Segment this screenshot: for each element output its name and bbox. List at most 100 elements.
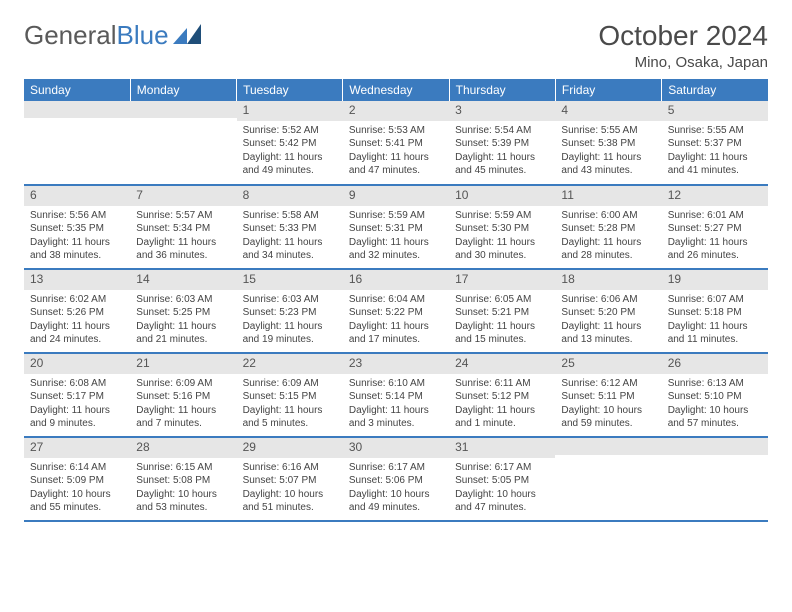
day-header: Thursday	[449, 79, 555, 101]
day-info: Sunrise: 6:08 AMSunset: 5:17 PMDaylight:…	[24, 374, 130, 435]
calendar-cell: 25Sunrise: 6:12 AMSunset: 5:11 PMDayligh…	[555, 353, 661, 437]
calendar-cell: 26Sunrise: 6:13 AMSunset: 5:10 PMDayligh…	[662, 353, 768, 437]
location: Mino, Osaka, Japan	[598, 54, 768, 71]
day-header: Saturday	[662, 79, 768, 101]
day-number: 6	[24, 186, 130, 206]
logo-text-gray: General	[24, 20, 117, 51]
calendar-cell: 10Sunrise: 5:59 AMSunset: 5:30 PMDayligh…	[449, 185, 555, 269]
day-header: Sunday	[24, 79, 130, 101]
day-number: 28	[130, 438, 236, 458]
day-info: Sunrise: 5:56 AMSunset: 5:35 PMDaylight:…	[24, 206, 130, 267]
day-number: 17	[449, 270, 555, 290]
day-info: Sunrise: 6:04 AMSunset: 5:22 PMDaylight:…	[343, 290, 449, 351]
day-number: 19	[662, 270, 768, 290]
calendar-cell: 20Sunrise: 6:08 AMSunset: 5:17 PMDayligh…	[24, 353, 130, 437]
day-number: 23	[343, 354, 449, 374]
logo-text-blue: Blue	[117, 20, 169, 51]
month-title: October 2024	[598, 20, 768, 52]
day-number: 20	[24, 354, 130, 374]
day-info: Sunrise: 5:54 AMSunset: 5:39 PMDaylight:…	[449, 121, 555, 182]
calendar-cell: 19Sunrise: 6:07 AMSunset: 5:18 PMDayligh…	[662, 269, 768, 353]
calendar-row: 13Sunrise: 6:02 AMSunset: 5:26 PMDayligh…	[24, 269, 768, 353]
day-number: 18	[555, 270, 661, 290]
calendar-cell: 4Sunrise: 5:55 AMSunset: 5:38 PMDaylight…	[555, 101, 661, 185]
day-number: 16	[343, 270, 449, 290]
day-number: 12	[662, 186, 768, 206]
calendar-cell: 17Sunrise: 6:05 AMSunset: 5:21 PMDayligh…	[449, 269, 555, 353]
day-info: Sunrise: 6:03 AMSunset: 5:23 PMDaylight:…	[237, 290, 343, 351]
calendar-cell-empty	[662, 437, 768, 521]
day-number: 25	[555, 354, 661, 374]
calendar-cell-empty	[24, 101, 130, 185]
day-number: 8	[237, 186, 343, 206]
day-number: 4	[555, 101, 661, 121]
day-number: 5	[662, 101, 768, 121]
day-number: 10	[449, 186, 555, 206]
day-number: 14	[130, 270, 236, 290]
calendar-cell: 13Sunrise: 6:02 AMSunset: 5:26 PMDayligh…	[24, 269, 130, 353]
day-number: 27	[24, 438, 130, 458]
day-info: Sunrise: 5:59 AMSunset: 5:31 PMDaylight:…	[343, 206, 449, 267]
calendar-cell: 15Sunrise: 6:03 AMSunset: 5:23 PMDayligh…	[237, 269, 343, 353]
calendar-body: 1Sunrise: 5:52 AMSunset: 5:42 PMDaylight…	[24, 101, 768, 521]
day-info: Sunrise: 6:17 AMSunset: 5:06 PMDaylight:…	[343, 458, 449, 519]
day-info: Sunrise: 5:53 AMSunset: 5:41 PMDaylight:…	[343, 121, 449, 182]
calendar-cell: 9Sunrise: 5:59 AMSunset: 5:31 PMDaylight…	[343, 185, 449, 269]
day-info: Sunrise: 5:57 AMSunset: 5:34 PMDaylight:…	[130, 206, 236, 267]
day-header: Friday	[555, 79, 661, 101]
day-info: Sunrise: 6:10 AMSunset: 5:14 PMDaylight:…	[343, 374, 449, 435]
day-info: Sunrise: 5:52 AMSunset: 5:42 PMDaylight:…	[237, 121, 343, 182]
calendar-cell-empty	[555, 437, 661, 521]
day-info: Sunrise: 6:00 AMSunset: 5:28 PMDaylight:…	[555, 206, 661, 267]
day-number: 26	[662, 354, 768, 374]
day-info: Sunrise: 6:14 AMSunset: 5:09 PMDaylight:…	[24, 458, 130, 519]
day-number: 1	[237, 101, 343, 121]
title-block: October 2024 Mino, Osaka, Japan	[598, 20, 768, 71]
day-number: 11	[555, 186, 661, 206]
calendar-cell: 6Sunrise: 5:56 AMSunset: 5:35 PMDaylight…	[24, 185, 130, 269]
day-info: Sunrise: 5:59 AMSunset: 5:30 PMDaylight:…	[449, 206, 555, 267]
day-number: 15	[237, 270, 343, 290]
calendar-cell: 3Sunrise: 5:54 AMSunset: 5:39 PMDaylight…	[449, 101, 555, 185]
day-number: 21	[130, 354, 236, 374]
calendar-cell: 24Sunrise: 6:11 AMSunset: 5:12 PMDayligh…	[449, 353, 555, 437]
day-number: 13	[24, 270, 130, 290]
calendar-cell: 8Sunrise: 5:58 AMSunset: 5:33 PMDaylight…	[237, 185, 343, 269]
day-info: Sunrise: 6:02 AMSunset: 5:26 PMDaylight:…	[24, 290, 130, 351]
day-info: Sunrise: 6:07 AMSunset: 5:18 PMDaylight:…	[662, 290, 768, 351]
calendar-cell: 18Sunrise: 6:06 AMSunset: 5:20 PMDayligh…	[555, 269, 661, 353]
day-info: Sunrise: 6:03 AMSunset: 5:25 PMDaylight:…	[130, 290, 236, 351]
calendar-cell: 27Sunrise: 6:14 AMSunset: 5:09 PMDayligh…	[24, 437, 130, 521]
day-info: Sunrise: 6:06 AMSunset: 5:20 PMDaylight:…	[555, 290, 661, 351]
calendar-cell: 31Sunrise: 6:17 AMSunset: 5:05 PMDayligh…	[449, 437, 555, 521]
day-info: Sunrise: 6:15 AMSunset: 5:08 PMDaylight:…	[130, 458, 236, 519]
day-header: Tuesday	[237, 79, 343, 101]
calendar-row: 1Sunrise: 5:52 AMSunset: 5:42 PMDaylight…	[24, 101, 768, 185]
calendar-cell: 14Sunrise: 6:03 AMSunset: 5:25 PMDayligh…	[130, 269, 236, 353]
day-header: Monday	[130, 79, 236, 101]
day-number: 3	[449, 101, 555, 121]
day-header: Wednesday	[343, 79, 449, 101]
day-info: Sunrise: 6:16 AMSunset: 5:07 PMDaylight:…	[237, 458, 343, 519]
day-number: 22	[237, 354, 343, 374]
day-info: Sunrise: 6:17 AMSunset: 5:05 PMDaylight:…	[449, 458, 555, 519]
day-info: Sunrise: 5:55 AMSunset: 5:37 PMDaylight:…	[662, 121, 768, 182]
day-number: 31	[449, 438, 555, 458]
day-number: 30	[343, 438, 449, 458]
logo-icon	[173, 20, 201, 51]
day-info: Sunrise: 6:11 AMSunset: 5:12 PMDaylight:…	[449, 374, 555, 435]
day-number: 7	[130, 186, 236, 206]
day-number: 9	[343, 186, 449, 206]
header: GeneralBlue October 2024 Mino, Osaka, Ja…	[24, 20, 768, 71]
logo: GeneralBlue	[24, 20, 201, 51]
calendar-table: SundayMondayTuesdayWednesdayThursdayFrid…	[24, 79, 768, 522]
day-info: Sunrise: 6:09 AMSunset: 5:16 PMDaylight:…	[130, 374, 236, 435]
day-header-row: SundayMondayTuesdayWednesdayThursdayFrid…	[24, 79, 768, 101]
calendar-cell: 7Sunrise: 5:57 AMSunset: 5:34 PMDaylight…	[130, 185, 236, 269]
calendar-cell: 11Sunrise: 6:00 AMSunset: 5:28 PMDayligh…	[555, 185, 661, 269]
calendar-cell: 29Sunrise: 6:16 AMSunset: 5:07 PMDayligh…	[237, 437, 343, 521]
calendar-row: 6Sunrise: 5:56 AMSunset: 5:35 PMDaylight…	[24, 185, 768, 269]
calendar-row: 20Sunrise: 6:08 AMSunset: 5:17 PMDayligh…	[24, 353, 768, 437]
day-info: Sunrise: 6:09 AMSunset: 5:15 PMDaylight:…	[237, 374, 343, 435]
calendar-cell: 2Sunrise: 5:53 AMSunset: 5:41 PMDaylight…	[343, 101, 449, 185]
